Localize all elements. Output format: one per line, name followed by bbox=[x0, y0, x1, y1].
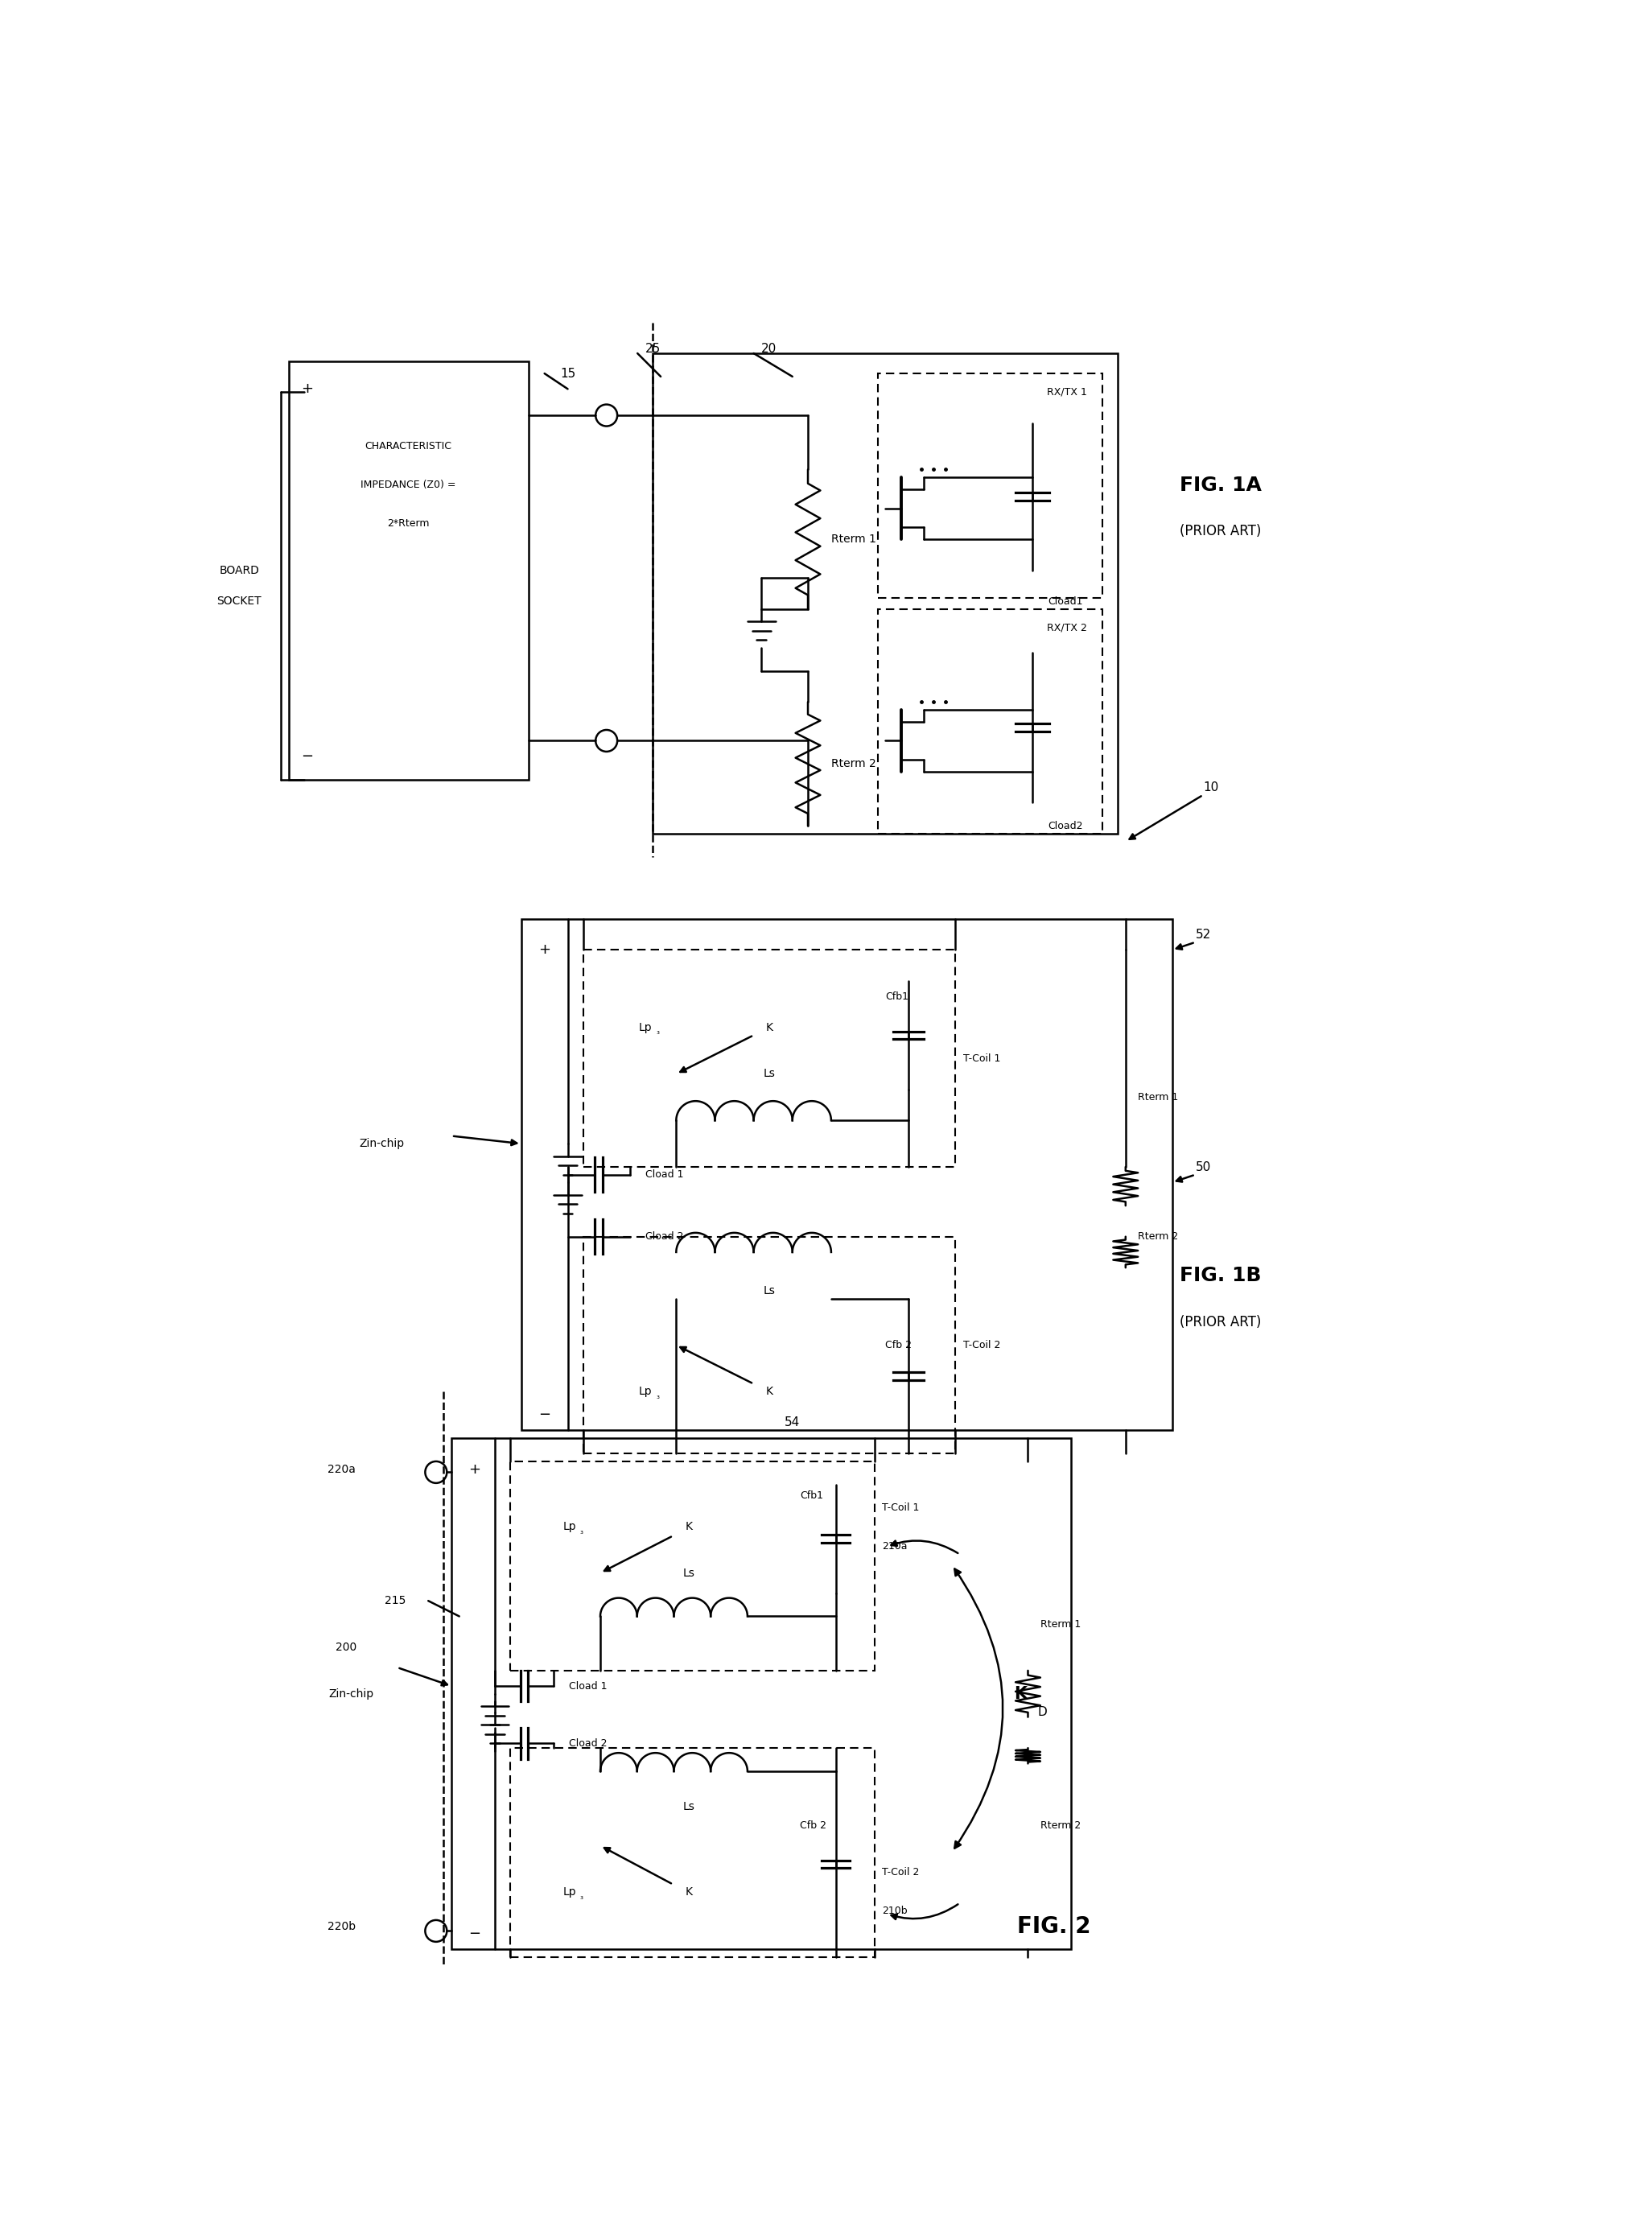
Text: RX/TX 2: RX/TX 2 bbox=[1047, 623, 1087, 632]
Text: 2*Rterm: 2*Rterm bbox=[387, 518, 430, 529]
Bar bbox=[510, 1461, 874, 1671]
Text: Cload 2: Cload 2 bbox=[646, 1231, 684, 1242]
Text: Rterm 2: Rterm 2 bbox=[1041, 1821, 1080, 1832]
Text: 220b: 220b bbox=[327, 1921, 355, 1932]
Text: Rterm 1: Rterm 1 bbox=[831, 534, 876, 545]
Text: T-Coil 2: T-Coil 2 bbox=[882, 1868, 920, 1877]
Text: +: + bbox=[539, 943, 550, 956]
Text: Cload2: Cload2 bbox=[1047, 820, 1084, 831]
Text: FIG. 2: FIG. 2 bbox=[1018, 1915, 1090, 1937]
Text: Lp: Lp bbox=[639, 1385, 653, 1396]
Text: −: − bbox=[539, 1407, 550, 1423]
Text: Cfb1: Cfb1 bbox=[800, 1490, 823, 1501]
Text: FIG. 1B: FIG. 1B bbox=[1180, 1267, 1262, 1285]
Text: ₃: ₃ bbox=[656, 1028, 659, 1037]
Text: 10: 10 bbox=[1203, 782, 1219, 793]
Text: Cload 2: Cload 2 bbox=[570, 1738, 608, 1749]
Text: Ls: Ls bbox=[763, 1068, 775, 1079]
Text: +: + bbox=[301, 382, 314, 395]
Text: Cfb 2: Cfb 2 bbox=[800, 1821, 826, 1832]
Text: −: − bbox=[301, 748, 314, 764]
Text: Ls: Ls bbox=[682, 1801, 694, 1812]
Text: SOCKET: SOCKET bbox=[216, 596, 261, 608]
Text: Lp: Lp bbox=[639, 1021, 653, 1032]
Text: K: K bbox=[1014, 1687, 1028, 1702]
Text: Rterm 1: Rterm 1 bbox=[1138, 1092, 1178, 1101]
Text: Cfb 2: Cfb 2 bbox=[885, 1340, 912, 1349]
Text: Zin-chip: Zin-chip bbox=[358, 1137, 405, 1148]
Text: Rterm 1: Rterm 1 bbox=[1041, 1620, 1080, 1629]
Bar bbox=[510, 1747, 874, 1957]
Text: Rterm 2: Rterm 2 bbox=[831, 757, 876, 771]
Text: ₃: ₃ bbox=[580, 1528, 583, 1535]
Text: 210b: 210b bbox=[882, 1906, 907, 1917]
Text: 15: 15 bbox=[560, 366, 575, 380]
Text: T-Coil 1: T-Coil 1 bbox=[882, 1503, 920, 1512]
Text: Zin-chip: Zin-chip bbox=[329, 1689, 373, 1700]
Text: T-Coil 2: T-Coil 2 bbox=[963, 1340, 999, 1349]
Bar bbox=[583, 1238, 955, 1454]
Text: 210a: 210a bbox=[882, 1541, 907, 1553]
Text: 50: 50 bbox=[1196, 1162, 1211, 1173]
Text: FIG. 1A: FIG. 1A bbox=[1180, 476, 1262, 494]
Text: 20: 20 bbox=[762, 342, 776, 355]
Text: Ls: Ls bbox=[763, 1285, 775, 1296]
Text: BOARD: BOARD bbox=[220, 565, 259, 576]
Text: Cload1: Cload1 bbox=[1047, 596, 1084, 605]
Bar bbox=[289, 362, 529, 780]
Text: 200: 200 bbox=[335, 1642, 357, 1653]
Text: 52: 52 bbox=[1196, 929, 1211, 941]
Text: Ls: Ls bbox=[682, 1568, 694, 1579]
Text: Cfb1: Cfb1 bbox=[885, 992, 909, 1001]
Text: T-Coil 1: T-Coil 1 bbox=[963, 1052, 999, 1063]
Text: K: K bbox=[765, 1385, 773, 1396]
Bar bbox=[522, 918, 1171, 1430]
Text: Cload 1: Cload 1 bbox=[646, 1168, 684, 1180]
Text: CHARACTERISTIC: CHARACTERISTIC bbox=[365, 440, 451, 451]
Text: IMPEDANCE (Z0) =: IMPEDANCE (Z0) = bbox=[360, 480, 456, 489]
Text: K: K bbox=[686, 1521, 692, 1533]
Text: Rterm 2: Rterm 2 bbox=[1138, 1231, 1178, 1242]
Text: D: D bbox=[1037, 1707, 1047, 1718]
Text: Lp: Lp bbox=[563, 1885, 577, 1899]
Bar bbox=[583, 949, 955, 1166]
Text: (PRIOR ART): (PRIOR ART) bbox=[1180, 1314, 1262, 1329]
Text: +: + bbox=[469, 1461, 481, 1477]
Text: −: − bbox=[469, 1926, 481, 1941]
Text: ₃: ₃ bbox=[580, 1892, 583, 1901]
Text: (PRIOR ART): (PRIOR ART) bbox=[1180, 525, 1262, 538]
Bar bbox=[877, 373, 1102, 599]
Text: K: K bbox=[765, 1021, 773, 1032]
Text: ₃: ₃ bbox=[656, 1392, 659, 1401]
Text: Cload 1: Cload 1 bbox=[570, 1680, 608, 1691]
Text: RX/TX 1: RX/TX 1 bbox=[1047, 386, 1087, 398]
Text: 215: 215 bbox=[385, 1595, 406, 1606]
Text: 25: 25 bbox=[646, 342, 661, 355]
Text: K: K bbox=[686, 1885, 692, 1899]
Bar bbox=[451, 1439, 1072, 1950]
Text: 220a: 220a bbox=[327, 1463, 355, 1474]
Bar bbox=[877, 610, 1102, 833]
Text: 54: 54 bbox=[785, 1416, 800, 1430]
Text: Lp: Lp bbox=[563, 1521, 577, 1533]
Bar bbox=[653, 353, 1118, 833]
